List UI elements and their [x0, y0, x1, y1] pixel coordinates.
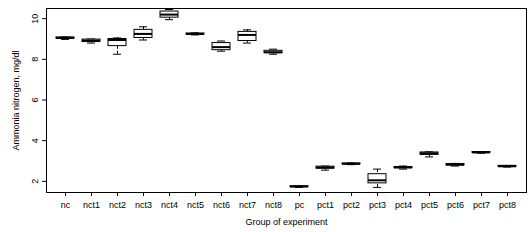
svg-text:10: 10 — [30, 14, 40, 24]
svg-text:pct6: pct6 — [447, 200, 464, 210]
svg-text:nct7: nct7 — [239, 200, 256, 210]
svg-text:Ammonia nitrogen, mg/dl: Ammonia nitrogen, mg/dl — [11, 50, 21, 150]
svg-text:pct8: pct8 — [499, 200, 516, 210]
svg-text:pct1: pct1 — [317, 200, 334, 210]
svg-text:pct4: pct4 — [395, 200, 412, 210]
svg-text:nct2: nct2 — [109, 200, 126, 210]
svg-text:pc: pc — [295, 200, 305, 210]
svg-text:Group of experiment: Group of experiment — [245, 217, 328, 227]
svg-text:nct8: nct8 — [265, 200, 282, 210]
svg-text:nct4: nct4 — [161, 200, 178, 210]
svg-text:nct1: nct1 — [83, 200, 100, 210]
svg-text:nct6: nct6 — [213, 200, 230, 210]
svg-text:nc: nc — [61, 200, 71, 210]
svg-text:nct5: nct5 — [187, 200, 204, 210]
svg-text:pct7: pct7 — [473, 200, 490, 210]
svg-text:4: 4 — [30, 138, 40, 143]
svg-text:2: 2 — [30, 179, 40, 184]
svg-text:pct2: pct2 — [343, 200, 360, 210]
svg-text:pct5: pct5 — [421, 200, 438, 210]
svg-text:6: 6 — [30, 97, 40, 102]
svg-text:pct3: pct3 — [369, 200, 386, 210]
svg-text:nct3: nct3 — [135, 200, 152, 210]
svg-text:8: 8 — [30, 57, 40, 62]
